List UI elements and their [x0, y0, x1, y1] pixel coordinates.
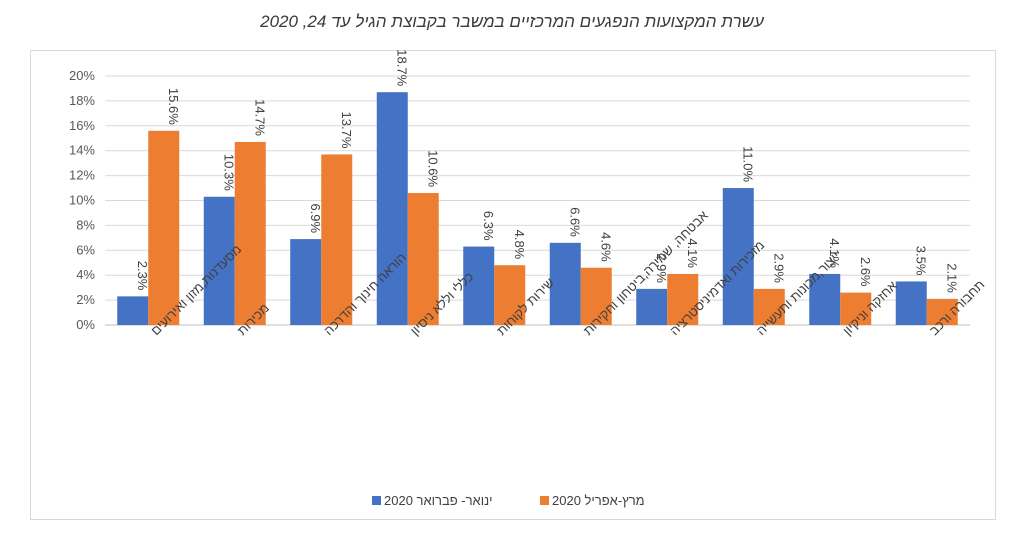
bar [809, 273, 841, 325]
data-label: 4.6% [598, 232, 613, 262]
data-label: 2.6% [858, 257, 873, 287]
bar [722, 188, 754, 325]
data-label: 6.9% [308, 203, 323, 233]
bar [321, 154, 353, 325]
chart-frame [30, 50, 996, 520]
y-tick-label: 16% [69, 118, 95, 133]
data-label: 10.3% [221, 154, 236, 191]
data-label: 2.1% [944, 263, 959, 293]
bar [148, 130, 180, 325]
data-label: 18.7% [394, 49, 409, 86]
bars [117, 92, 958, 325]
y-tick-label: 12% [69, 168, 95, 183]
data-label: 10.6% [425, 150, 440, 187]
data-label: 4.1% [827, 238, 842, 268]
bar [895, 281, 927, 325]
data-label: 2.9% [654, 253, 669, 283]
legend: מרץ-אפריל 2020 ינואר- פברואר 2020 [372, 493, 645, 508]
bar [926, 298, 958, 325]
y-tick-label: 18% [69, 93, 95, 108]
y-tick-label: 10% [69, 193, 95, 208]
y-tick-label: 20% [69, 68, 95, 83]
bar [636, 288, 668, 325]
y-axis: 0% 2% 4% 6% 8% 10% 12% 14% 16% 18% 20% [69, 68, 95, 332]
bar [407, 193, 439, 325]
data-label: 4.8% [512, 230, 527, 260]
data-label: 2.9% [771, 253, 786, 283]
bar [463, 246, 495, 325]
bar [753, 288, 785, 325]
data-label: 6.3% [481, 211, 496, 241]
bar [494, 265, 526, 325]
data-label: 3.5% [913, 246, 928, 276]
legend-label: מרץ-אפריל 2020 [552, 493, 645, 508]
bar [117, 296, 149, 325]
bar [234, 141, 266, 325]
legend-swatch [372, 496, 381, 505]
data-label: 14.7% [252, 99, 267, 136]
legend-label: ינואר- פברואר 2020 [384, 493, 493, 508]
data-label: 2.3% [135, 261, 150, 291]
data-label: 11.0% [740, 146, 755, 182]
bar [376, 92, 408, 325]
y-tick-label: 4% [76, 267, 95, 282]
y-tick-label: 8% [76, 217, 95, 232]
chart-title: עשרת המקצועות הנפגעים המרכזיים במשבר בקב… [260, 12, 764, 31]
data-label: 15.6% [166, 88, 181, 125]
data-labels: 2.3% 10.3% 6.9% 18.7% 6.3% 6.6% 2.9% 11.0% 4.1% 3… [135, 49, 960, 293]
data-label: 13.7% [339, 112, 354, 149]
bar [840, 292, 872, 325]
y-tick-label: 0% [76, 317, 95, 332]
bar [667, 273, 699, 325]
legend-swatch [540, 496, 549, 505]
y-tick-label: 2% [76, 292, 95, 307]
data-label: 6.6% [567, 207, 582, 237]
y-tick-label: 14% [69, 143, 95, 158]
data-label: 4.1% [685, 238, 700, 268]
y-tick-label: 6% [76, 242, 95, 257]
bar [203, 196, 235, 325]
bar [580, 267, 612, 325]
bar [549, 242, 581, 325]
bar [290, 239, 322, 325]
